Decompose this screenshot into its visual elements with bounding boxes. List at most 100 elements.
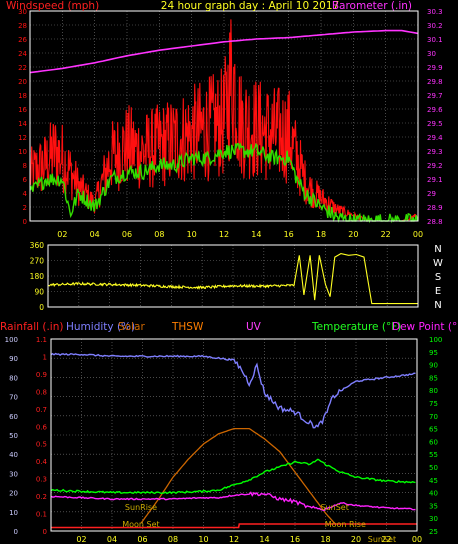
temperature-y-tick: 85 bbox=[429, 374, 438, 382]
barometer-y-tick: 29.6 bbox=[427, 106, 443, 114]
compass-letter: N bbox=[434, 244, 441, 255]
temperature-axis-label: Temperature (°F) bbox=[311, 321, 401, 333]
compass-letter: W bbox=[433, 258, 443, 269]
rain-y-tick: 0.6 bbox=[36, 423, 48, 431]
event-label: Moon Rise bbox=[325, 520, 366, 529]
temperature-y-tick: 25 bbox=[429, 528, 438, 536]
wind-y-tick: 0 bbox=[23, 218, 27, 226]
rain-y-tick: 0.1 bbox=[36, 511, 47, 519]
rain-y-tick: 1 bbox=[43, 353, 47, 361]
climate-x-tick: 18 bbox=[320, 535, 330, 544]
direction-frame bbox=[47, 244, 419, 308]
humidity-y-tick: 10 bbox=[9, 509, 18, 517]
barometer-y-tick: 29.3 bbox=[427, 148, 443, 156]
direction-y-tick: 0 bbox=[39, 303, 44, 312]
barometer-axis-label: Barometer (.in) bbox=[332, 0, 412, 12]
temperature-y-tick: 75 bbox=[429, 400, 438, 408]
temperature-y-tick: 40 bbox=[429, 490, 438, 498]
temperature-y-tick: 100 bbox=[429, 336, 442, 344]
wind-y-tick: 14 bbox=[18, 120, 27, 128]
direction-y-tick: 180 bbox=[30, 272, 45, 281]
wind-x-tick: 20 bbox=[348, 230, 358, 239]
rain-y-tick: 0 bbox=[43, 528, 47, 536]
temperature-y-ticks: 25 30 35 40 45 50 55 60 65 70 75 80 85 90 95 100 bbox=[429, 336, 442, 536]
barometer-y-tick: 29.7 bbox=[427, 92, 443, 100]
compass-letter: S bbox=[435, 272, 441, 283]
direction-series bbox=[47, 253, 418, 305]
direction-y-tick: 360 bbox=[30, 241, 45, 250]
climate-series bbox=[50, 352, 417, 529]
wind-x-tick: 04 bbox=[90, 230, 100, 239]
humidity-y-tick: 100 bbox=[5, 336, 18, 344]
barometer-y-tick: 29.2 bbox=[427, 162, 443, 170]
rain-y-tick: 0.9 bbox=[36, 371, 47, 379]
event-label: SunSet bbox=[368, 535, 396, 544]
barometer-y-ticks: 28.8 28.9 29 29.1 29.2 29.3 29.4 29.5 29.6 29.7 29… bbox=[427, 8, 443, 226]
climate-x-tick: 22 bbox=[381, 535, 391, 544]
humidity-y-tick: 80 bbox=[9, 374, 18, 382]
climate-x-tick: 16 bbox=[290, 535, 300, 544]
temperature-y-tick: 35 bbox=[429, 502, 438, 510]
wind-x-tick: 08 bbox=[154, 230, 164, 239]
rain-y-tick: 0.7 bbox=[36, 406, 47, 414]
rain-y-tick: 0.5 bbox=[36, 441, 47, 449]
climate-x-tick: 20 bbox=[351, 535, 361, 544]
wind-y-tick: 20 bbox=[18, 78, 27, 86]
rain-y-tick: 1.1 bbox=[36, 336, 47, 344]
temperature-line bbox=[50, 458, 416, 495]
climate-x-tick: 10 bbox=[198, 535, 208, 544]
humidity-y-tick: 20 bbox=[9, 490, 18, 498]
rain-y-tick: 0.3 bbox=[36, 476, 47, 484]
event-label: Moon Set bbox=[122, 520, 159, 529]
wind-x-tick: 14 bbox=[251, 230, 261, 239]
event-label: SunRise bbox=[125, 503, 157, 512]
windspeed-axis-label: Windspeed (mph) bbox=[6, 0, 99, 12]
rainfall-line bbox=[51, 523, 417, 529]
uv-label: UV bbox=[246, 321, 262, 333]
humidity-y-tick: 70 bbox=[9, 394, 18, 402]
barometer-y-tick: 28.9 bbox=[427, 204, 443, 212]
wind-direction-line bbox=[47, 253, 418, 305]
temperature-y-tick: 90 bbox=[429, 362, 438, 370]
wind-x-ticks: 02 04 06 08 10 12 14 16 18 20 22 00 bbox=[57, 230, 423, 239]
wind-x-tick: 18 bbox=[316, 230, 326, 239]
temperature-y-tick: 60 bbox=[429, 438, 438, 446]
barometer-y-tick: 30.2 bbox=[427, 22, 443, 30]
barometer-y-tick: 29.9 bbox=[427, 64, 443, 72]
direction-y-ticks: 0 90 180 270 360 bbox=[30, 241, 45, 312]
wind-y-tick: 22 bbox=[18, 64, 27, 72]
dew-point-axis-label: Dew Point (°F) bbox=[392, 321, 458, 333]
wind-y-tick: 6 bbox=[23, 176, 28, 184]
climate-x-tick: 14 bbox=[259, 535, 269, 544]
wind-y-tick: 12 bbox=[18, 134, 27, 142]
direction-grid bbox=[48, 245, 419, 307]
temperature-y-tick: 45 bbox=[429, 477, 438, 485]
temperature-y-tick: 55 bbox=[429, 451, 438, 459]
climate-x-tick: 06 bbox=[137, 535, 147, 544]
wind-y-tick: 8 bbox=[23, 162, 27, 170]
chart-title: 24 hour graph day : April 10 2017 bbox=[161, 0, 339, 12]
barometer-y-tick: 28.8 bbox=[427, 218, 443, 226]
humidity-y-tick: 50 bbox=[9, 432, 18, 440]
temperature-y-tick: 50 bbox=[429, 464, 438, 472]
rain-y-ticks: 0 0.1 0.2 0.3 0.4 0.5 0.6 0.7 0.8 0.9 1 1.1 bbox=[36, 336, 48, 536]
wind-x-tick: 12 bbox=[219, 230, 229, 239]
wind-x-tick: 00 bbox=[413, 230, 423, 239]
wind-y-tick: 26 bbox=[18, 36, 27, 44]
wind-x-tick: 22 bbox=[381, 230, 391, 239]
wind-series bbox=[29, 19, 419, 224]
dew-point-line bbox=[50, 491, 416, 512]
wind-x-tick: 06 bbox=[122, 230, 132, 239]
wind-y-tick: 10 bbox=[18, 148, 27, 156]
wind-y-tick: 24 bbox=[18, 50, 27, 58]
barometer-line bbox=[29, 29, 419, 74]
direction-y-tick: 270 bbox=[30, 257, 45, 266]
wind-x-tick: 10 bbox=[187, 230, 197, 239]
wind-x-tick: 16 bbox=[284, 230, 294, 239]
